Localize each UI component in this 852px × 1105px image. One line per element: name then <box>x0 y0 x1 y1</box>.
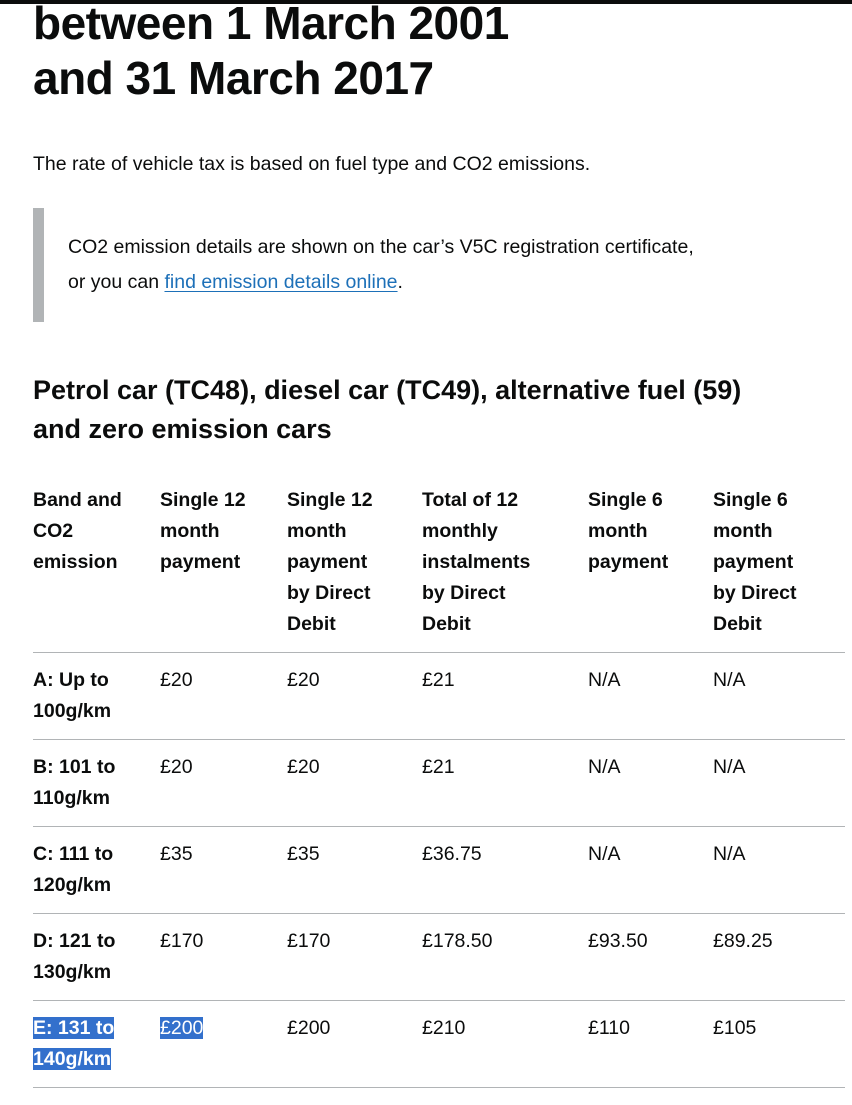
value-cell: £178.50 <box>422 913 588 1001</box>
band-cell: C: 111 to 120g/km <box>33 826 160 914</box>
inset-text-before-link: CO2 emission details are shown on the ca… <box>68 236 694 293</box>
value-text: £89.25 <box>713 930 773 952</box>
value-cell: £93.50 <box>588 913 713 1001</box>
value-cell: N/A <box>588 652 713 740</box>
value-cell: £110 <box>588 1000 713 1088</box>
table-header-row: Band and CO2 emission Single 12 month pa… <box>33 485 845 653</box>
value-text: £21 <box>422 756 455 778</box>
value-text: £178.50 <box>422 930 493 952</box>
value-cell: £35 <box>160 826 287 914</box>
section-heading: Petrol car (TC48), diesel car (TC49), al… <box>33 375 742 444</box>
value-cell: £170 <box>160 913 287 1001</box>
table-row-band-d: D: 121 to 130g/km £170 £170 £178.50 £93.… <box>33 913 845 1001</box>
page-content: between 1 March 2001 and 31 March 2017 T… <box>33 0 845 1088</box>
value-text: £210 <box>422 1017 466 1039</box>
value-cell: N/A <box>713 826 845 914</box>
header-single-12-month-payment: Single 12 month payment <box>160 485 287 653</box>
band-cell: D: 121 to 130g/km <box>33 913 160 1001</box>
value-text: £170 <box>287 930 331 952</box>
value-cell: N/A <box>713 652 845 740</box>
header-band-co2-emission: Band and CO2 emission <box>33 485 160 653</box>
value-text: £93.50 <box>588 930 648 952</box>
header-single-12-month-direct-debit: Single 12 month payment by Direct Debit <box>287 485 422 653</box>
value-text: £110 <box>588 1017 630 1039</box>
find-emission-details-link[interactable]: find emission details online <box>164 271 398 293</box>
value-cell: £36.75 <box>422 826 588 914</box>
band-text: B: 101 to 110g/km <box>33 756 116 809</box>
band-text: A: Up to 100g/km <box>33 669 112 722</box>
inset-text-after-link: . <box>397 271 403 293</box>
value-cell: N/A <box>588 739 713 827</box>
value-text: £105 <box>713 1017 757 1039</box>
selected-band-text: E: 131 to 140g/km <box>33 1017 115 1070</box>
value-text: £20 <box>287 756 320 778</box>
value-text: £36.75 <box>422 843 482 865</box>
tax-rates-table: Band and CO2 emission Single 12 month pa… <box>33 485 845 1088</box>
value-text: N/A <box>588 669 621 691</box>
value-cell: £200 <box>160 1000 287 1088</box>
value-text: N/A <box>713 843 746 865</box>
band-cell: B: 101 to 110g/km <box>33 739 160 827</box>
table-row-band-e: E: 131 to 140g/km £200 £200 £210 £110 £1… <box>33 1000 845 1088</box>
value-cell: N/A <box>588 826 713 914</box>
band-cell: A: Up to 100g/km <box>33 652 160 740</box>
value-cell: £20 <box>287 652 422 740</box>
value-text: N/A <box>588 756 621 778</box>
value-text: £20 <box>160 756 193 778</box>
value-text: £35 <box>160 843 193 865</box>
intro-text: The rate of vehicle tax is based on fuel… <box>33 153 591 175</box>
selected-value-text: £200 <box>160 1017 204 1039</box>
band-cell: E: 131 to 140g/km <box>33 1000 160 1088</box>
value-text: N/A <box>713 756 746 778</box>
value-cell: £21 <box>422 652 588 740</box>
value-cell: £210 <box>422 1000 588 1088</box>
value-cell: N/A <box>713 739 845 827</box>
table-row-band-b: B: 101 to 110g/km £20 £20 £21 N/A N/A <box>33 739 845 827</box>
value-cell: £20 <box>160 652 287 740</box>
clipped-heading-line <box>0 0 852 4</box>
inset-paragraph: CO2 emission details are shown on the ca… <box>68 230 823 300</box>
header-single-6-month-payment: Single 6 month payment <box>588 485 713 653</box>
value-cell: £170 <box>287 913 422 1001</box>
value-cell: £105 <box>713 1000 845 1088</box>
value-text: £200 <box>287 1017 331 1039</box>
band-text: C: 111 to 120g/km <box>33 843 114 896</box>
value-cell: £35 <box>287 826 422 914</box>
header-total-12-instalments-direct-debit: Total of 12 monthly instalments by Direc… <box>422 485 588 653</box>
value-cell: £200 <box>287 1000 422 1088</box>
page-title: between 1 March 2001 and 31 March 2017 <box>33 0 509 104</box>
value-cell: £20 <box>160 739 287 827</box>
value-text: £21 <box>422 669 455 691</box>
value-text: N/A <box>588 843 621 865</box>
value-text: £35 <box>287 843 320 865</box>
value-text: £20 <box>287 669 320 691</box>
value-text: £170 <box>160 930 204 952</box>
value-cell: £20 <box>287 739 422 827</box>
table-row-band-c: C: 111 to 120g/km £35 £35 £36.75 N/A N/A <box>33 826 845 914</box>
value-text: N/A <box>713 669 746 691</box>
inset-text: CO2 emission details are shown on the ca… <box>33 208 823 322</box>
band-text: D: 121 to 130g/km <box>33 930 116 983</box>
header-single-6-month-direct-debit: Single 6 month payment by Direct Debit <box>713 485 845 653</box>
value-text: £20 <box>160 669 193 691</box>
value-cell: £89.25 <box>713 913 845 1001</box>
value-cell: £21 <box>422 739 588 827</box>
table-row-band-a: A: Up to 100g/km £20 £20 £21 N/A N/A <box>33 652 845 740</box>
